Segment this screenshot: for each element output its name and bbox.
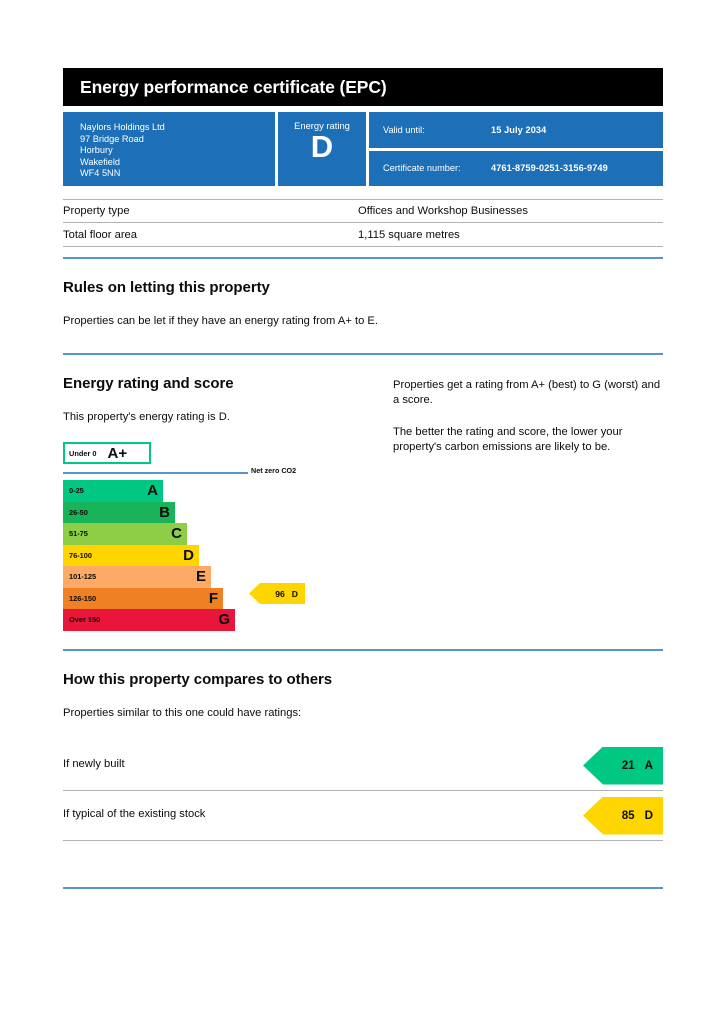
address-line: Wakefield xyxy=(80,156,120,167)
band-range: 26-50 xyxy=(69,507,88,517)
rating-explanation-paragraph: Properties get a rating from A+ (best) t… xyxy=(393,379,661,406)
property-details-table: Property type Offices and Workshop Busin… xyxy=(63,199,663,247)
comparison-label: If newly built xyxy=(63,758,125,770)
comparison-row: If typical of the existing stock 85 D xyxy=(63,791,663,841)
rating-band-g: Over 150 G xyxy=(63,609,235,631)
section-divider xyxy=(63,353,663,355)
table-row: Property type Offices and Workshop Busin… xyxy=(63,199,663,223)
comparison-label: If typical of the existing stock xyxy=(63,808,206,820)
detail-key: Total floor area xyxy=(63,228,138,241)
rating-band-a-plus: Under 0 A+ xyxy=(63,442,151,464)
comparison-rows: If newly built 21 A If typical of the exist… xyxy=(63,741,663,841)
energy-rating-left-column: Energy rating and score This property's … xyxy=(63,355,393,631)
section-divider xyxy=(63,257,663,259)
detail-value: Offices and Workshop Businesses xyxy=(358,205,528,217)
certificate-number-value: 4761-8759-0251-3156-9749 xyxy=(491,163,608,174)
address-line: Horbury xyxy=(80,145,113,156)
detail-value: 1,115 square metres xyxy=(358,228,460,241)
band-letter: A+ xyxy=(107,444,128,462)
net-zero-label: Net zero CO2 xyxy=(251,466,297,475)
net-zero-marker: Net zero CO2 xyxy=(63,466,393,480)
comparison-letter: A xyxy=(644,759,653,772)
pointer-score: 96 xyxy=(275,588,285,599)
energy-rating-letter: D xyxy=(310,129,334,164)
band-range: Over 150 xyxy=(69,615,101,625)
net-zero-line xyxy=(63,472,248,474)
rating-band-a: 0-25 A xyxy=(63,480,163,502)
comparison-heading: How this property compares to others xyxy=(63,670,333,688)
comparison-row: If newly built 21 A xyxy=(63,741,663,791)
rating-explanation-paragraph: The better the rating and score, the low… xyxy=(393,426,623,453)
page-title: Energy performance certificate (EPC) xyxy=(80,76,387,97)
band-letter: C xyxy=(171,525,182,543)
section-divider xyxy=(63,648,663,651)
band-range: 0-25 xyxy=(69,486,84,496)
rating-band-e: 101-125 E xyxy=(63,566,211,588)
energy-rating-intro: This property's energy rating is D. xyxy=(63,411,230,423)
address-line: Naylors Holdings Ltd xyxy=(80,122,165,132)
energy-rating-heading: Energy rating and score xyxy=(63,375,234,392)
comparison-score: 21 xyxy=(621,759,635,772)
address-line: WF4 5NN xyxy=(80,168,121,179)
band-range: 76-100 xyxy=(69,550,93,560)
detail-key: Property type xyxy=(63,205,130,217)
band-letter: B xyxy=(159,503,170,521)
table-row: Total floor area 1,115 square metres xyxy=(63,223,663,247)
rating-band-c: 51-75 C xyxy=(63,523,187,545)
band-letter: A xyxy=(147,482,158,500)
comparison-intro: Properties similar to this one could hav… xyxy=(63,706,302,719)
letting-rules-heading: Rules on letting this property xyxy=(63,279,270,296)
band-letter: E xyxy=(195,568,206,586)
band-range: 51-75 xyxy=(69,529,88,539)
letting-rules-body: Properties can be let if they have an en… xyxy=(63,315,378,327)
certificate-page: Energy performance certificate (EPC) Nay… xyxy=(63,0,663,1024)
energy-rating-badge: Energy rating D xyxy=(278,112,369,186)
document-title-bar: Energy performance certificate (EPC) xyxy=(63,68,663,106)
band-letter: D xyxy=(183,546,194,564)
energy-rating-label: Energy rating xyxy=(294,120,350,131)
comparison-letter: D xyxy=(644,809,653,822)
comparison-rating-arrow: 21 A xyxy=(583,746,663,785)
section-divider xyxy=(63,886,663,889)
band-range: 126-150 xyxy=(69,593,97,603)
energy-rating-explanation: Properties get a rating from A+ (best) t… xyxy=(393,355,663,631)
rating-band-d: 76-100 D xyxy=(63,544,199,566)
comparison-score: 85 xyxy=(621,809,635,822)
band-range: 101-125 xyxy=(69,572,97,582)
band-range: Under 0 xyxy=(69,448,97,458)
energy-rating-chart: Under 0 A+ Net zero CO2 0-25 A 26-50 B 51-75… xyxy=(63,442,393,631)
rating-band-stack: 0-25 A 26-50 B 51-75 C 76-100 D 101-125 E 126-150 F… xyxy=(63,480,393,631)
rating-band-b: 26-50 B xyxy=(63,501,175,523)
band-letter: G xyxy=(218,611,230,629)
certificate-meta: Valid until: 15 July 2034 Certificate nu… xyxy=(369,112,663,186)
current-score-pointer: 96 D xyxy=(249,583,305,604)
property-address: Naylors Holdings Ltd 97 Bridge Road Horb… xyxy=(63,112,278,186)
energy-rating-and-score-section: Energy rating and score This property's … xyxy=(63,355,663,631)
band-letter: F xyxy=(208,589,218,607)
rating-band-f: 126-150 F xyxy=(63,587,223,609)
valid-until-label: Valid until: xyxy=(383,124,425,135)
address-line: 97 Bridge Road xyxy=(80,133,144,144)
certificate-number-row: Certificate number: 4761-8759-0251-3156-… xyxy=(369,151,663,187)
valid-until-row: Valid until: 15 July 2034 xyxy=(369,112,663,151)
pointer-letter: D xyxy=(291,588,298,599)
valid-until-value: 15 July 2034 xyxy=(491,124,547,135)
certificate-summary-block: Naylors Holdings Ltd 97 Bridge Road Horb… xyxy=(63,112,663,186)
certificate-number-label: Certificate number: xyxy=(383,163,461,174)
comparison-rating-arrow: 85 D xyxy=(583,796,663,835)
